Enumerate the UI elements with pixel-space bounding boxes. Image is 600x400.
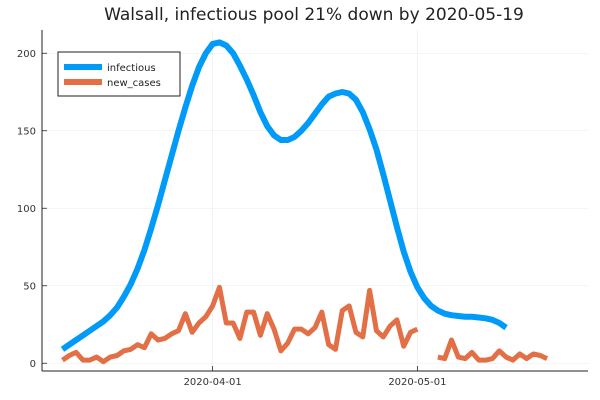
series-line-infectious bbox=[60, 39, 508, 352]
y-tick-label: 100 bbox=[17, 204, 36, 215]
tick-labels: 0 50 100 150 200 2020-04-01 2020-05-01 bbox=[17, 49, 447, 388]
axes bbox=[41, 30, 588, 372]
y-tick-label: 50 bbox=[23, 281, 36, 292]
y-tick-label: 200 bbox=[17, 49, 36, 60]
legend-label-new-cases: new_cases bbox=[107, 78, 161, 89]
y-tick-label: 0 bbox=[30, 359, 36, 370]
series-lines bbox=[60, 39, 549, 365]
legend-box bbox=[57, 51, 181, 97]
legend-label-infectious: infectious bbox=[107, 63, 156, 74]
x-tick-label: 2020-05-01 bbox=[388, 377, 446, 388]
chart-title: Walsall, infectious pool 21% down by 202… bbox=[104, 5, 524, 25]
y-tick-label: 150 bbox=[17, 126, 36, 137]
series-line-new-cases bbox=[61, 284, 549, 365]
x-tick-label: 2020-04-01 bbox=[184, 377, 242, 388]
legend: infectious new_cases bbox=[57, 51, 181, 97]
